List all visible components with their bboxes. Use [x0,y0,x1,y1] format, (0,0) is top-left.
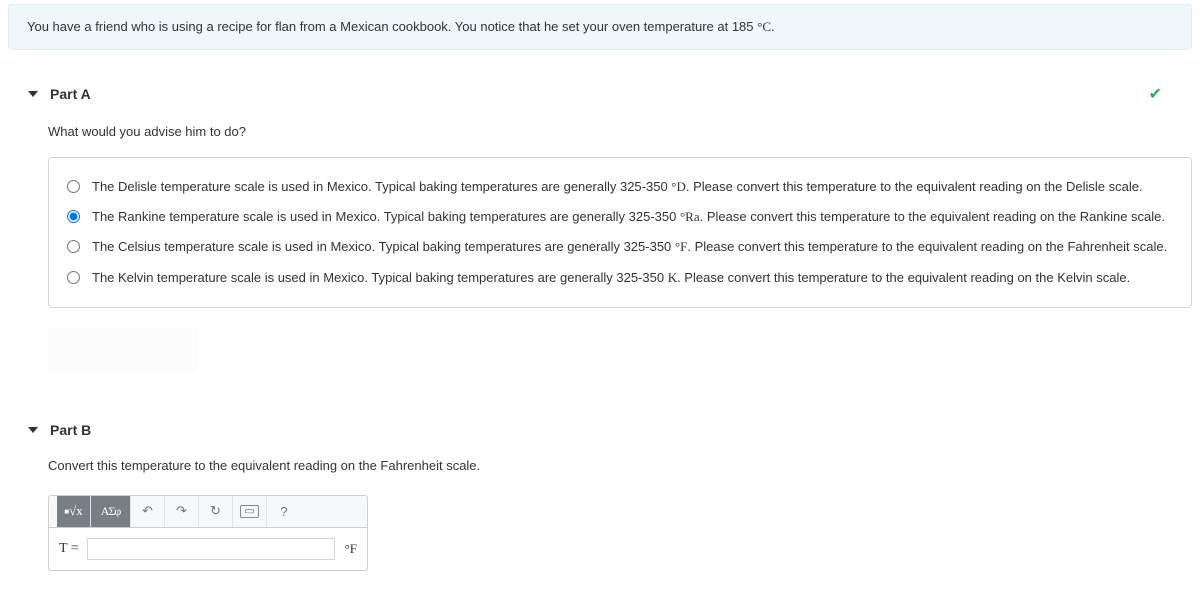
part-a-question: What would you advise him to do? [48,124,1192,139]
choice-pre: The Delisle temperature scale is used in… [92,179,671,194]
choice-pre: The Rankine temperature scale is used in… [92,209,680,224]
part-b-title: Part B [50,422,1182,438]
choice-row[interactable]: The Delisle temperature scale is used in… [67,172,1173,202]
choice-radio-1[interactable] [67,210,80,223]
answer-section: ■√x ΑΣφ ↶ ↷ ↻ ▭ ? T = °F [48,495,1192,571]
choice-post: . Please convert this temperature to the… [687,239,1167,254]
submit-placeholder [48,328,198,372]
choice-pre: The Kelvin temperature scale is used in … [92,270,668,285]
choices-box: The Delisle temperature scale is used in… [48,157,1192,308]
intro-text-post: . [771,19,775,34]
choice-text: The Rankine temperature scale is used in… [92,208,1165,226]
math-template-button[interactable]: ■√x [57,496,91,527]
choice-radio-2[interactable] [67,240,80,253]
choice-row[interactable]: The Rankine temperature scale is used in… [67,202,1173,232]
undo-button[interactable]: ↶ [131,496,165,527]
choice-unit: °D [671,179,686,194]
keyboard-icon: ▭ [240,505,258,518]
choice-row[interactable]: The Kelvin temperature scale is used in … [67,263,1173,293]
answer-unit: °F [345,541,357,557]
greek-symbols-button[interactable]: ΑΣφ [91,496,131,527]
choice-pre: The Celsius temperature scale is used in… [92,239,675,254]
part-a-body: What would you advise him to do? The Del… [8,124,1192,372]
choice-unit: °Ra [680,209,700,224]
part-b-question: Convert this temperature to the equivale… [48,458,1192,473]
choice-row[interactable]: The Celsius temperature scale is used in… [67,232,1173,262]
part-a-title: Part A [50,86,1149,102]
choice-post: . Please convert this temperature to the… [677,270,1130,285]
caret-down-icon[interactable] [28,427,38,433]
choice-post: . Please convert this temperature to the… [700,209,1165,224]
part-b-header: Part B [8,412,1192,454]
part-a: Part A ✔ What would you advise him to do… [8,74,1192,372]
answer-row: T = °F [48,527,368,571]
intro-box: You have a friend who is using a recipe … [8,4,1192,50]
help-button[interactable]: ? [267,496,301,527]
redo-button[interactable]: ↷ [165,496,199,527]
choice-radio-3[interactable] [67,271,80,284]
answer-toolbar-wrap: ■√x ΑΣφ ↶ ↷ ↻ ▭ ? T = °F [48,495,368,571]
choice-unit: K [668,270,677,285]
intro-text-pre: You have a friend who is using a recipe … [27,19,757,34]
caret-down-icon[interactable] [28,91,38,97]
choice-text: The Delisle temperature scale is used in… [92,178,1143,196]
choice-post: . Please convert this temperature to the… [686,179,1143,194]
answer-label: T = [59,541,79,557]
reset-button[interactable]: ↻ [199,496,233,527]
math-icon: √x [69,503,83,519]
keyboard-button[interactable]: ▭ [233,496,267,527]
choice-radio-0[interactable] [67,180,80,193]
check-icon: ✔ [1149,84,1162,104]
answer-toolbar: ■√x ΑΣφ ↶ ↷ ↻ ▭ ? [48,495,368,527]
part-b: Part B Convert this temperature to the e… [8,412,1192,571]
part-a-header: Part A ✔ [8,74,1192,120]
intro-unit: °C [757,19,771,34]
answer-input[interactable] [87,538,335,560]
choice-text: The Kelvin temperature scale is used in … [92,269,1130,287]
choice-text: The Celsius temperature scale is used in… [92,238,1167,256]
choice-unit: °F [675,239,687,254]
part-b-body: Convert this temperature to the equivale… [8,458,1192,571]
